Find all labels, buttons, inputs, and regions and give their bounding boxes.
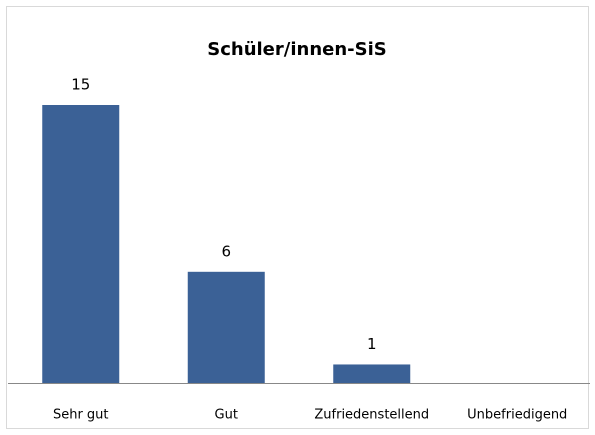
x-tick-label: Unbefriedigend <box>467 408 567 423</box>
chart-title: Schüler/innen-SiS <box>207 39 386 60</box>
x-tick-label: Gut <box>215 408 238 423</box>
data-label: 6 <box>221 242 231 260</box>
bar <box>187 271 265 383</box>
x-tick-label: Zufriedenstellend <box>314 408 429 423</box>
bar <box>333 364 411 383</box>
bar <box>42 105 120 383</box>
x-tick-label: Sehr gut <box>53 408 109 423</box>
data-label: 15 <box>71 76 90 94</box>
data-label: 1 <box>367 335 377 353</box>
